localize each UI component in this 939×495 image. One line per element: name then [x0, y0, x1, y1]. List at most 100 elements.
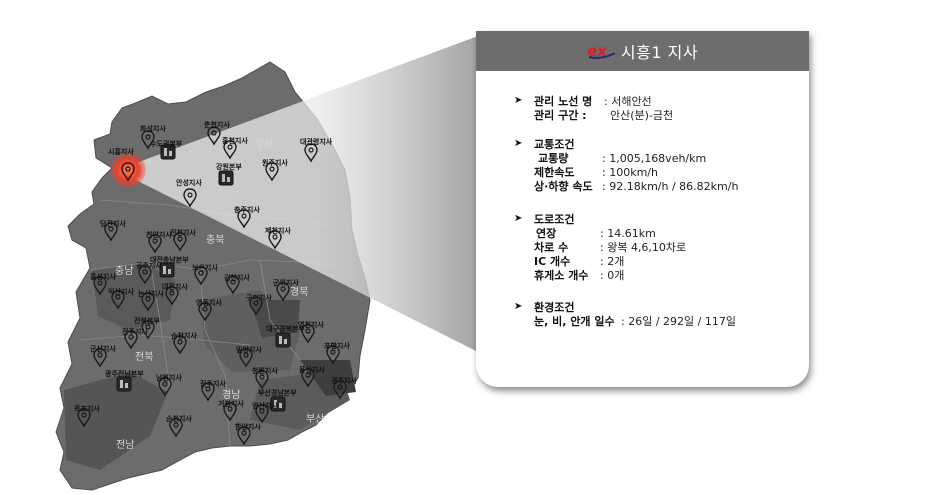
branch-marker[interactable]: 춘천지사	[204, 120, 230, 145]
branch-marker[interactable]: 원주지사	[262, 158, 288, 181]
region-label-jeonbuk: 전북	[135, 351, 153, 363]
region-shade-jeonnam	[64, 372, 168, 470]
section-heading: 환경조건	[534, 301, 575, 314]
svg-text:밀양지사: 밀양지사	[236, 345, 262, 354]
branch-marker[interactable]: 홍천지사	[222, 136, 248, 159]
branch-marker[interactable]: 화성지사	[140, 124, 166, 149]
branch-marker[interactable]: 순창지사	[171, 331, 197, 354]
branch-marker[interactable]: 진천지사	[170, 228, 196, 251]
branch-marker[interactable]: 대전충남본부	[150, 255, 189, 278]
svg-text:김천지사: 김천지사	[224, 273, 250, 282]
svg-text:보은지사: 보은지사	[192, 263, 218, 272]
branch-marker[interactable]: 대전지사	[162, 282, 188, 305]
branch-marker[interactable]: 대관령지사	[300, 137, 333, 162]
branch-marker[interactable]: 안성지사	[176, 178, 202, 207]
branch-marker[interactable]: 논산지사	[138, 289, 164, 311]
branch-marker[interactable]: 구미지사	[246, 293, 272, 315]
svg-text:대전충남본부: 대전충남본부	[150, 255, 189, 264]
region-label-gangwon: 강원	[255, 138, 273, 150]
branch-marker[interactable]: 진주지사	[200, 379, 226, 401]
svg-text:당진지사: 당진지사	[100, 219, 126, 228]
branch-marker[interactable]: 홍성지사	[90, 272, 116, 295]
spotlight-beam	[128, 36, 478, 352]
bullet-arrow-icon: ➤	[514, 213, 523, 224]
branch-marker[interactable]: 천안지사	[146, 230, 172, 253]
region-shade-chungnam	[92, 262, 175, 330]
section-route: ➤ 관리 노선 명: 서해안선 관리 구간 : 안산(분)-금천	[514, 95, 674, 122]
svg-text:익산지사: 익산지사	[108, 287, 134, 296]
bullet-arrow-icon: ➤	[514, 95, 523, 106]
branch-marker[interactable]: 남원지사	[156, 373, 182, 396]
branch-marker[interactable]: 전북본부	[134, 316, 160, 339]
svg-text:순창지사: 순창지사	[171, 331, 197, 340]
region-label-gyeongbuk: 경북	[290, 285, 308, 298]
svg-text:함양지사: 함양지사	[235, 422, 261, 431]
svg-text:강원본부: 강원본부	[216, 162, 242, 171]
branch-marker[interactable]: 보은지사	[192, 263, 218, 285]
section-environment: ➤ 환경조건 눈, 비, 안개 일수: 26일 / 292일 / 117일	[514, 301, 736, 328]
svg-text:전북본부: 전북본부	[134, 316, 160, 325]
branch-marker[interactable]: 제천지사	[265, 226, 291, 249]
branch-marker[interactable]: 당진지사	[100, 219, 126, 241]
branch-marker[interactable]: 충주지사	[234, 205, 260, 228]
branch-marker[interactable]: 부산경남본부	[258, 388, 297, 412]
region-label-gyeongnam: 경남	[222, 388, 240, 401]
svg-text:수도권본부: 수도권본부	[150, 139, 183, 148]
branch-marker[interactable]: 대구경북본부	[266, 324, 305, 348]
svg-text:경주지사: 경주지사	[331, 376, 357, 385]
branch-marker[interactable]: 전주지사	[122, 327, 148, 349]
card-header: ex 시흥1 지사	[476, 31, 809, 71]
branch-marker[interactable]: 목포지사	[74, 404, 100, 427]
svg-text:창원지사: 창원지사	[252, 366, 278, 375]
section-heading: 도로조건	[534, 213, 575, 226]
branch-marker[interactable]: 김천지사	[224, 273, 250, 294]
branch-marker[interactable]: 수도권본부	[150, 139, 183, 160]
branch-marker[interactable]: 군위지사	[273, 278, 299, 301]
section-heading: 교통조건	[534, 138, 575, 151]
branch-marker[interactable]: 울산지사	[299, 365, 325, 387]
section-road: ➤ 도로조건 연장: 14.61km 차로 수: 왕복 4,6,10차로 IC …	[514, 213, 687, 282]
branch-marker[interactable]: 순천지사	[166, 414, 192, 437]
branch-marker[interactable]: 경주지사	[331, 376, 357, 399]
branch-marker[interactable]: 양산지사	[252, 401, 278, 423]
branch-marker[interactable]: 군산지사	[90, 344, 116, 367]
region-label-jeonnam: 전남	[116, 439, 134, 451]
branch-marker[interactable]: 강원본부	[216, 162, 242, 186]
svg-text:울산지사: 울산지사	[299, 365, 325, 374]
svg-text:대구경북본부: 대구경북본부	[266, 324, 305, 333]
svg-text:화성지사: 화성지사	[140, 124, 166, 133]
branch-marker[interactable]: 밀양지사	[236, 345, 262, 367]
branch-marker[interactable]: 시흥지사	[108, 147, 135, 181]
branch-marker[interactable]: 포항지사	[324, 341, 350, 364]
branch-marker[interactable]: 함양지사	[235, 422, 261, 445]
svg-text:남원지사: 남원지사	[156, 373, 182, 382]
bullet-arrow-icon: ➤	[514, 301, 523, 312]
svg-text:홍천지사: 홍천지사	[222, 136, 248, 145]
svg-text:전주지사: 전주지사	[122, 327, 148, 336]
branch-marker[interactable]: 영동지사	[196, 298, 222, 321]
branch-markers: 화성지사 시흥지사 수도권본부 춘천지사 홍천지사 원주지사 대관령지사 안성지…	[74, 120, 357, 445]
svg-text:대관령지사: 대관령지사	[300, 137, 333, 146]
svg-text:홍성지사: 홍성지사	[90, 272, 116, 281]
svg-text:군위지사: 군위지사	[273, 278, 299, 287]
highlight-marker[interactable]	[110, 152, 146, 188]
svg-text:논산지사: 논산지사	[138, 289, 164, 298]
branch-marker[interactable]: 영천지사	[298, 320, 324, 343]
branch-marker[interactable]: 거창지사	[218, 399, 244, 421]
svg-text:목포지사: 목포지사	[74, 404, 100, 413]
svg-text:군산지사: 군산지사	[90, 344, 116, 353]
svg-text:충주지사: 충주지사	[234, 205, 260, 214]
svg-text:영동지사: 영동지사	[196, 298, 222, 307]
svg-text:ex: ex	[587, 42, 608, 60]
region-label-chungnam: 충남	[115, 265, 133, 277]
branch-info-card: ex 시흥1 지사 ➤ 관리 노선 명: 서해안선 관리 구간 : 안산(분)-금…	[476, 31, 809, 387]
branch-marker[interactable]: 창원지사	[252, 366, 278, 389]
branch-marker[interactable]: 공주지사	[136, 261, 162, 284]
svg-text:포항지사: 포항지사	[324, 341, 350, 350]
card-title: 시흥1 지사	[620, 43, 699, 62]
svg-text:구미지사: 구미지사	[246, 293, 272, 302]
branch-marker[interactable]: 광주전남본부	[105, 369, 144, 392]
region-label-busan: 부산	[306, 413, 324, 425]
branch-marker[interactable]: 익산지사	[108, 287, 134, 309]
svg-text:진천지사: 진천지사	[170, 228, 196, 237]
